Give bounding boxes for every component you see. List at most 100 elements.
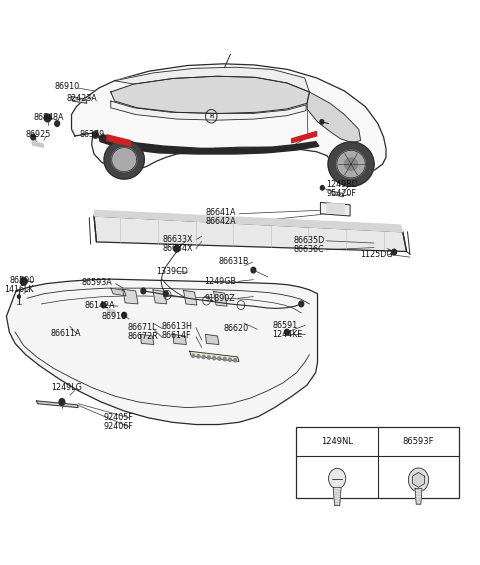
Circle shape <box>207 356 210 359</box>
Text: 86611A: 86611A <box>51 329 82 338</box>
Circle shape <box>285 329 289 335</box>
Circle shape <box>197 355 200 358</box>
Text: 92406F: 92406F <box>104 422 133 431</box>
Polygon shape <box>99 135 319 154</box>
Text: 1339CD: 1339CD <box>156 267 188 276</box>
Polygon shape <box>333 488 341 506</box>
Text: 91890Z: 91890Z <box>204 294 235 303</box>
Polygon shape <box>205 334 219 345</box>
Polygon shape <box>107 135 131 146</box>
Polygon shape <box>337 150 365 178</box>
Polygon shape <box>72 64 386 174</box>
Text: 86641A: 86641A <box>205 208 236 217</box>
Circle shape <box>31 134 36 140</box>
Circle shape <box>408 468 429 492</box>
Circle shape <box>234 359 237 362</box>
Polygon shape <box>94 216 407 251</box>
Polygon shape <box>115 67 310 92</box>
Polygon shape <box>94 210 403 232</box>
Circle shape <box>101 302 106 308</box>
Circle shape <box>55 121 60 127</box>
Polygon shape <box>153 290 167 304</box>
Circle shape <box>320 120 324 124</box>
Text: 82423A: 82423A <box>66 94 97 103</box>
Polygon shape <box>32 142 44 147</box>
Text: 86848A: 86848A <box>33 114 64 123</box>
Polygon shape <box>104 140 144 179</box>
Polygon shape <box>328 142 374 186</box>
Polygon shape <box>345 158 358 171</box>
Polygon shape <box>112 147 137 172</box>
Circle shape <box>174 245 180 252</box>
Text: 86642A: 86642A <box>205 217 236 226</box>
Circle shape <box>223 358 226 361</box>
Polygon shape <box>36 401 78 407</box>
Polygon shape <box>183 290 197 305</box>
Polygon shape <box>332 191 343 197</box>
Circle shape <box>122 312 127 318</box>
Text: 86593A: 86593A <box>81 278 112 287</box>
Circle shape <box>299 301 304 307</box>
Text: 86379: 86379 <box>80 131 105 140</box>
Circle shape <box>392 249 396 255</box>
Circle shape <box>141 288 146 294</box>
Polygon shape <box>307 92 360 143</box>
Polygon shape <box>292 132 317 143</box>
Text: 86671L: 86671L <box>128 323 157 332</box>
Polygon shape <box>111 76 310 114</box>
Polygon shape <box>412 472 424 488</box>
Text: 1249GB: 1249GB <box>204 277 236 286</box>
Text: 86631B: 86631B <box>218 257 249 266</box>
Circle shape <box>218 357 221 360</box>
Circle shape <box>213 357 216 360</box>
Polygon shape <box>190 351 239 362</box>
Text: 1244KE: 1244KE <box>273 330 303 339</box>
Polygon shape <box>214 292 227 306</box>
Text: 86142A: 86142A <box>84 301 115 310</box>
Circle shape <box>228 358 231 362</box>
Text: 86620: 86620 <box>223 324 248 333</box>
Text: 86672R: 86672R <box>128 332 158 341</box>
Text: 95420F: 95420F <box>326 189 356 198</box>
Text: 1125DG: 1125DG <box>360 250 393 259</box>
Circle shape <box>321 185 324 190</box>
Polygon shape <box>6 279 318 424</box>
Text: 86591: 86591 <box>273 321 298 330</box>
Circle shape <box>192 354 194 358</box>
Text: 86910: 86910 <box>55 82 80 91</box>
Text: 1249LG: 1249LG <box>51 383 82 392</box>
Polygon shape <box>111 288 126 296</box>
Text: 86614F: 86614F <box>161 331 191 340</box>
Text: 1249BD: 1249BD <box>326 180 358 189</box>
Text: 86634X: 86634X <box>162 244 193 253</box>
Circle shape <box>59 398 65 405</box>
Bar <box>297 427 459 498</box>
Polygon shape <box>141 334 154 345</box>
Polygon shape <box>327 203 344 213</box>
Text: 86633X: 86633X <box>162 235 193 244</box>
Text: 86636C: 86636C <box>294 245 324 254</box>
Text: 86910: 86910 <box>101 312 126 321</box>
Circle shape <box>163 291 168 297</box>
Text: 1416LK: 1416LK <box>4 285 34 294</box>
Polygon shape <box>321 202 350 216</box>
Polygon shape <box>415 489 422 504</box>
Polygon shape <box>173 334 186 345</box>
Circle shape <box>93 132 98 138</box>
Text: 1249NL: 1249NL <box>321 437 353 446</box>
Text: 86593F: 86593F <box>403 437 434 446</box>
Polygon shape <box>107 308 116 315</box>
Polygon shape <box>111 101 306 120</box>
Circle shape <box>251 267 256 273</box>
Polygon shape <box>123 289 138 304</box>
Text: 86635D: 86635D <box>294 236 325 245</box>
Circle shape <box>202 355 205 359</box>
Text: H: H <box>209 114 213 119</box>
Text: 86613H: 86613H <box>161 322 192 331</box>
Text: 92405F: 92405F <box>104 413 133 422</box>
Circle shape <box>17 295 20 298</box>
Polygon shape <box>72 97 87 103</box>
Circle shape <box>328 468 346 489</box>
Text: 86925: 86925 <box>25 131 51 140</box>
Circle shape <box>20 277 27 285</box>
